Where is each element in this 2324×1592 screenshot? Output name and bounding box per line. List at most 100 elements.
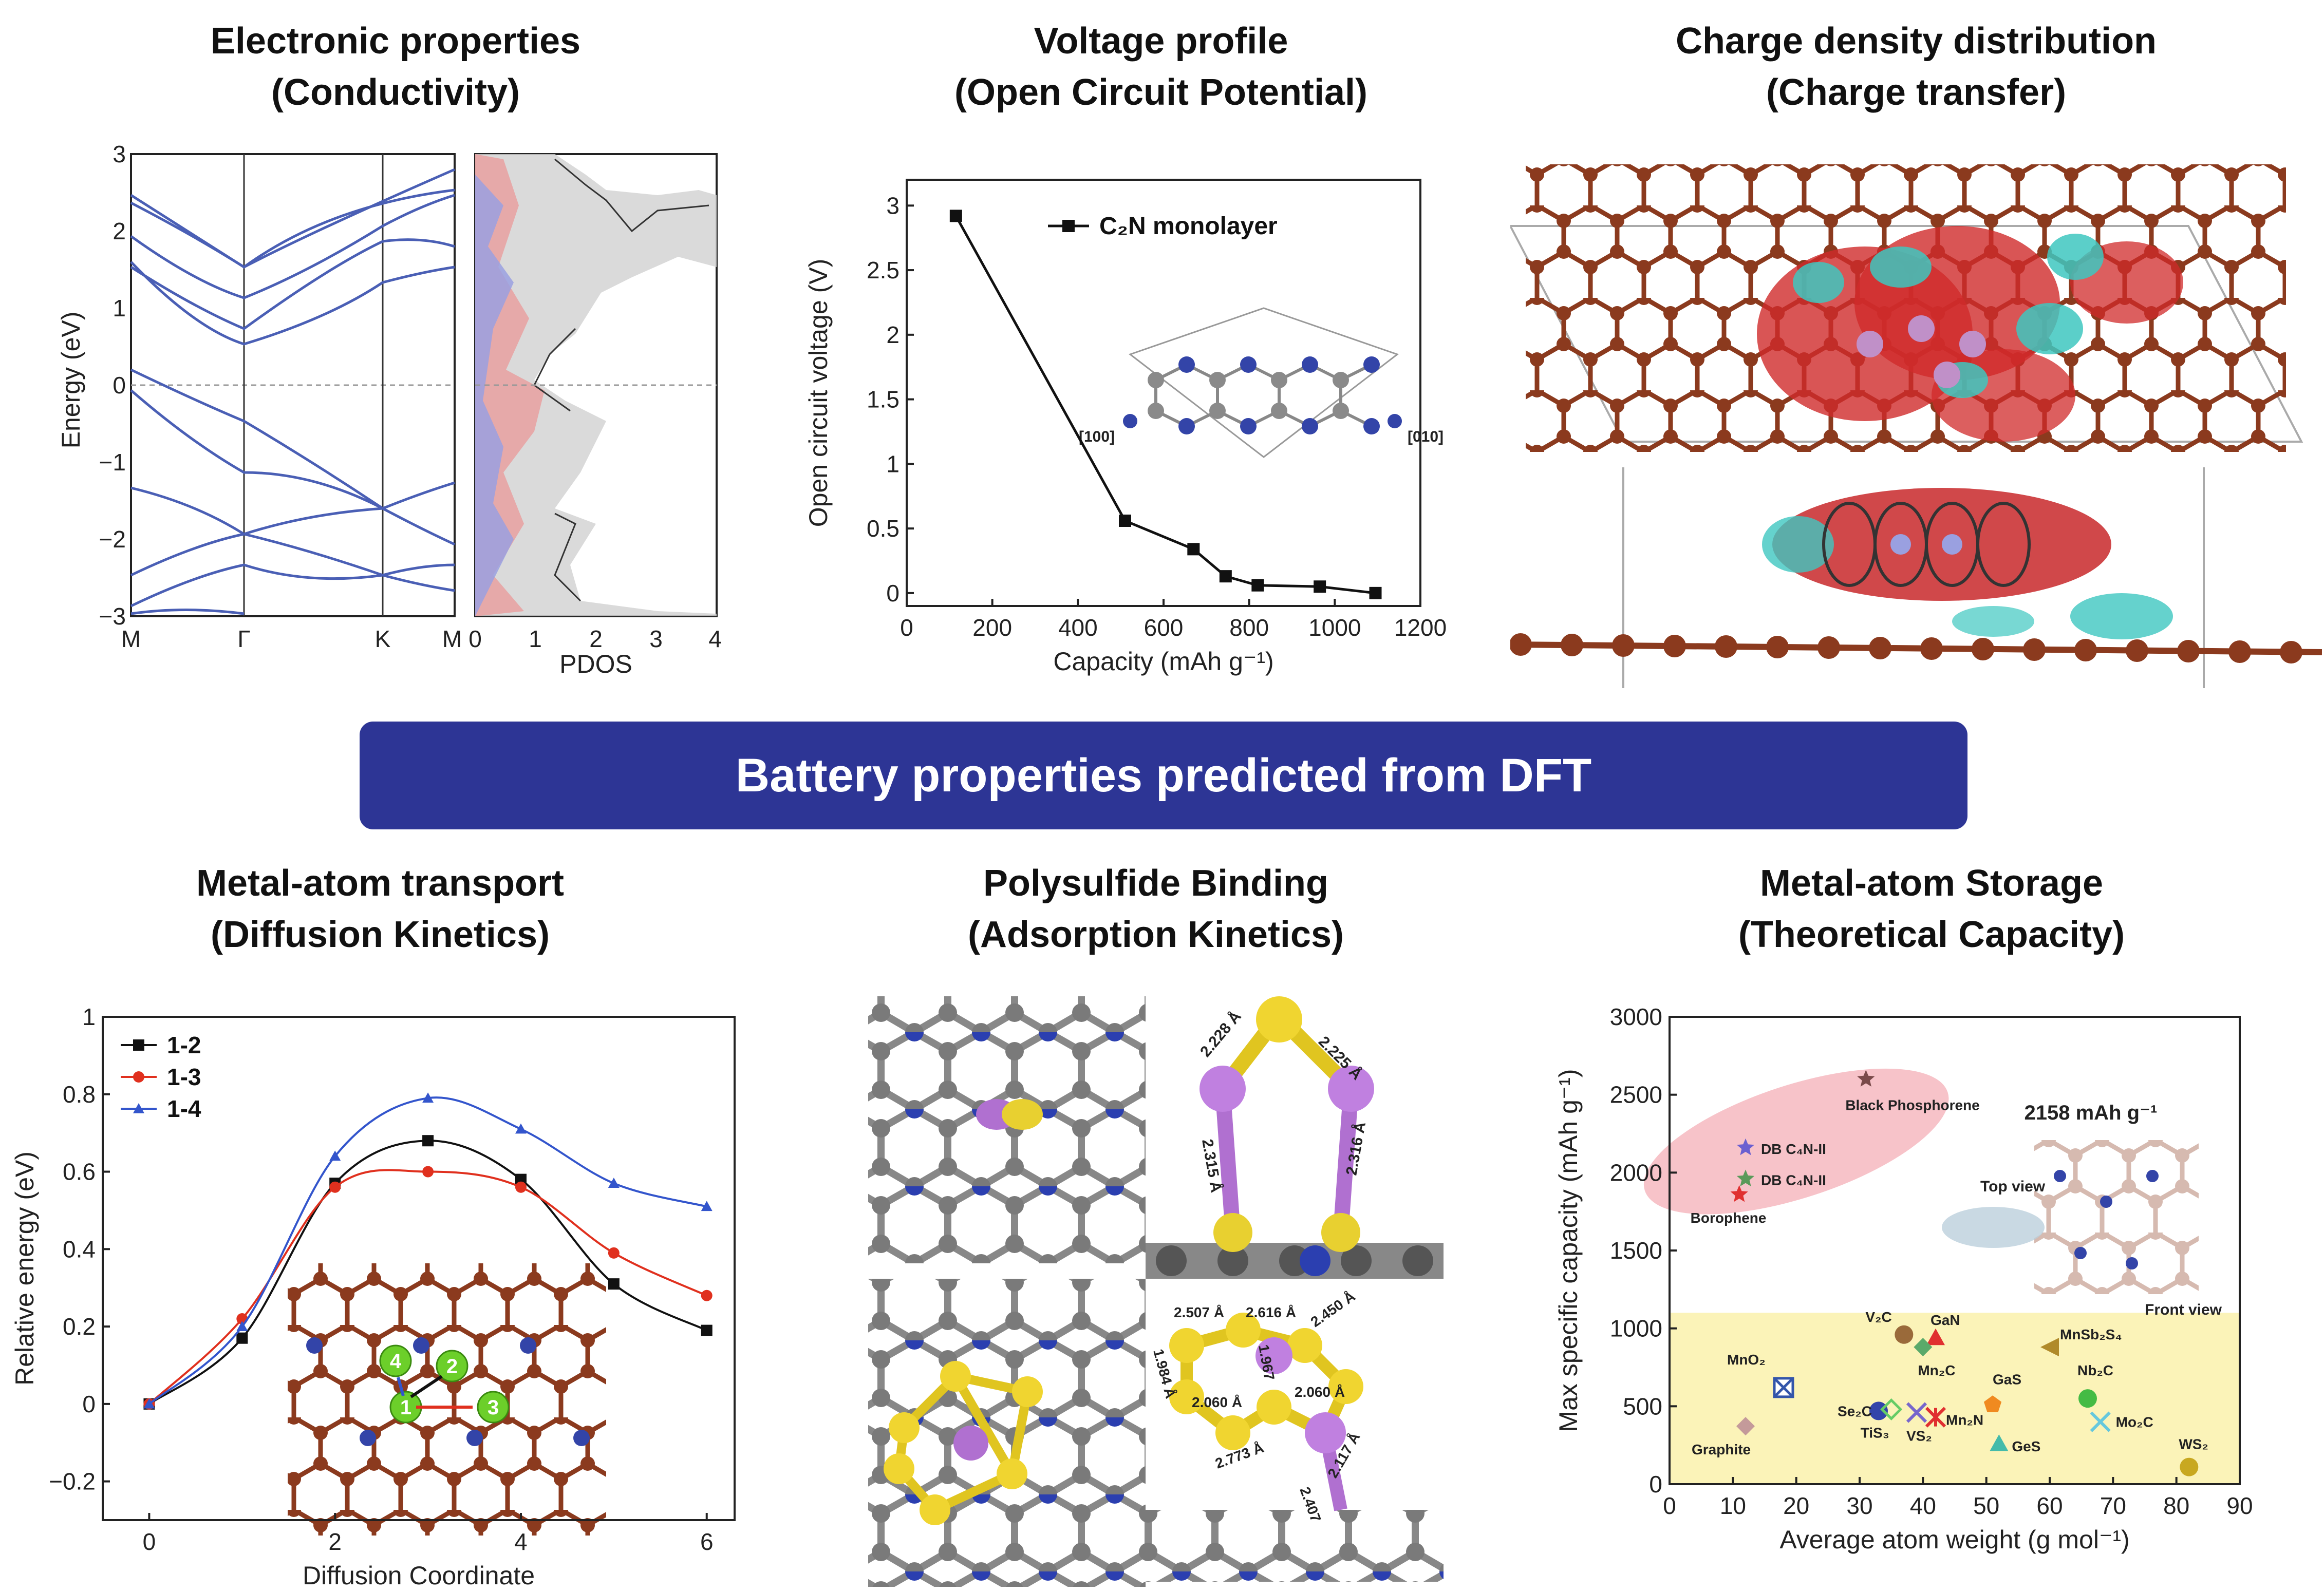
capacity-data-point bbox=[1880, 1398, 1903, 1420]
inset-axis-010: [010] bbox=[1408, 428, 1444, 445]
x-tick-label: 600 bbox=[1144, 614, 1184, 641]
pdos-total-fill bbox=[475, 154, 717, 616]
inset-axis-100: [100] bbox=[1079, 428, 1115, 445]
x-tick-label: 20 bbox=[1783, 1492, 1809, 1519]
pdos-tick: 0 bbox=[468, 626, 482, 652]
site-label-1: 1 bbox=[400, 1396, 411, 1419]
diffusion-chart: 1 2 3 4 0 2 4 6 −0.2 0 0.2 0.4 0.6 0.8 1 Diffusion … bbox=[10, 1003, 736, 1590]
y-tick-label: 0.8 bbox=[63, 1081, 96, 1108]
y-tick-label: 2000 bbox=[1610, 1159, 1662, 1186]
energy-tick: 3 bbox=[113, 141, 126, 167]
energy-tick: 0 bbox=[113, 372, 126, 399]
diffusion-data-point bbox=[143, 1398, 155, 1409]
pdos-total-line bbox=[533, 158, 709, 602]
polysulfide-subtitle: (Adsorption Kinetics) bbox=[968, 914, 1344, 955]
pdos-tick: 1 bbox=[529, 626, 542, 652]
pdos-tick: 2 bbox=[589, 626, 603, 652]
high-capacity-region bbox=[1643, 1068, 1949, 1215]
capacity-point-label: Se₂C bbox=[1838, 1403, 1872, 1419]
y-tick-label: 0.4 bbox=[63, 1236, 96, 1262]
capacity-data-point bbox=[1869, 1401, 1888, 1420]
capacity-point-label: WS₂ bbox=[2179, 1436, 2208, 1452]
charge-title: Charge density distribution bbox=[1675, 21, 2157, 62]
k-point-labels: M Γ K M bbox=[121, 626, 462, 652]
energy-tick: −1 bbox=[99, 449, 126, 476]
legend-label: C₂N monolayer bbox=[1099, 213, 1278, 240]
charge-isosurfaces-top bbox=[1757, 226, 2183, 442]
y-tick-label: 1 bbox=[886, 450, 899, 477]
top-view-label: Top view bbox=[1980, 1178, 2046, 1195]
diffusion-data-point bbox=[236, 1321, 248, 1331]
x-tick-label: 2 bbox=[328, 1528, 342, 1555]
capacity-ylabel: Max specific capacity (mAh g⁻¹) bbox=[1554, 1069, 1583, 1432]
x-tick-label: 80 bbox=[2163, 1492, 2189, 1519]
diffusion-site-3 bbox=[477, 1391, 510, 1424]
diffusion-axes: 0 2 4 6 −0.2 0 0.2 0.4 0.6 0.8 1 Diffusion Coordina… bbox=[10, 1003, 736, 1590]
capacity-data-point bbox=[1736, 1169, 1755, 1187]
voltage-data-point bbox=[949, 210, 962, 222]
capacity-data-point bbox=[2090, 1411, 2111, 1432]
site-label-2: 2 bbox=[446, 1355, 458, 1378]
x-tick-label: 400 bbox=[1058, 614, 1098, 641]
voltage-ylabel: Open circuit voltage (V) bbox=[804, 259, 833, 527]
voltage-data-point bbox=[1251, 579, 1264, 592]
capacity-data-point bbox=[2180, 1457, 2199, 1476]
bond-length-label: 2.616 Å bbox=[1246, 1304, 1296, 1320]
capacity-point-label: Borophene bbox=[1691, 1210, 1767, 1226]
y-tick-label: 0 bbox=[886, 580, 899, 607]
bond-length-label: 2.060 Å bbox=[1192, 1394, 1242, 1410]
diffusion-data-point bbox=[422, 1166, 434, 1178]
dft-banner: Battery properties predicted from DFT bbox=[360, 722, 1967, 829]
diffusion-data-point bbox=[515, 1123, 527, 1134]
polysulfide-side-view-2: 2.507 Å 2.616 Å 1.984 Å 1.967 2.450 Å 2.… bbox=[1146, 1288, 1444, 1582]
capacity-point-label: GeS bbox=[2012, 1438, 2040, 1454]
pdos-blue-fill bbox=[475, 175, 514, 616]
lattice-inset: [100] [010] bbox=[1079, 307, 1444, 458]
diffusion-data-point bbox=[608, 1278, 620, 1290]
capacity-point-label: GaS bbox=[1993, 1371, 2021, 1387]
capacity-xlabel: Average atom weight (g mol⁻¹) bbox=[1779, 1525, 2129, 1554]
x-tick-label: 200 bbox=[972, 614, 1012, 641]
voltage-data-point bbox=[1187, 543, 1200, 556]
bond-length-label: 2.507 Å bbox=[1174, 1304, 1224, 1320]
capacity-point-label: Nb₂C bbox=[2077, 1362, 2113, 1378]
y-tick-label: 2500 bbox=[1610, 1082, 1662, 1108]
diffusion-lattice-inset: 1 2 3 4 bbox=[288, 1263, 606, 1536]
capacity-note: 2158 mAh g⁻¹ bbox=[2025, 1102, 2158, 1124]
diffusion-data-point bbox=[422, 1092, 434, 1103]
capacity-chart: 2158 mAh g⁻¹ Top view Front view 0 10 20 30… bbox=[1554, 1003, 2253, 1554]
x-tick-label: 50 bbox=[1973, 1492, 1999, 1519]
y-tick-label: 0.2 bbox=[63, 1313, 96, 1340]
pdos-tick: 4 bbox=[708, 626, 722, 652]
electronic-subtitle: (Conductivity) bbox=[271, 72, 520, 113]
x-tick-label: 0 bbox=[900, 614, 913, 641]
charge-subtitle: (Charge transfer) bbox=[1766, 72, 2067, 113]
x-tick-label: 40 bbox=[1910, 1492, 1936, 1519]
legend-label: 1-3 bbox=[167, 1064, 201, 1090]
pdos-tick-labels: 0 1 2 3 4 bbox=[468, 626, 722, 652]
capacity-data-point bbox=[1895, 1325, 1914, 1344]
diffusion-data-point bbox=[608, 1178, 620, 1188]
diffusion-data-point bbox=[329, 1150, 341, 1161]
legend-marker bbox=[133, 1103, 144, 1113]
legend-marker bbox=[1062, 220, 1075, 232]
diffusion-data-point bbox=[515, 1181, 527, 1193]
energy-axis-label: Energy (eV) bbox=[57, 312, 85, 449]
diffusion-data-point bbox=[701, 1201, 713, 1211]
capacity-point-label: V₂C bbox=[1865, 1309, 1891, 1325]
k-label: M bbox=[442, 626, 462, 652]
capacity-data-point bbox=[1730, 1185, 1748, 1202]
diffusion-data-point bbox=[608, 1247, 620, 1259]
voltage-data-point bbox=[1314, 580, 1326, 593]
s-atom bbox=[1002, 1099, 1043, 1130]
x-tick-label: 1200 bbox=[1394, 614, 1447, 641]
y-tick-label: 2 bbox=[886, 321, 899, 348]
energy-tick: −3 bbox=[99, 603, 126, 630]
panel-polysulfide-binding: Polysulfide Binding (Adsorption Kinetics… bbox=[781, 852, 1531, 1592]
storage-subtitle: (Theoretical Capacity) bbox=[1738, 914, 2125, 955]
x-tick-label: 1000 bbox=[1308, 614, 1361, 641]
capacity-point-label: TiS₃ bbox=[1861, 1425, 1889, 1441]
front-view-label: Front view bbox=[2145, 1301, 2222, 1318]
voltage-chart: [100] [010] 0 200 400 600 800 1000 1200 0 0.5 1 1.… bbox=[804, 179, 1447, 676]
k-label: K bbox=[375, 626, 391, 652]
